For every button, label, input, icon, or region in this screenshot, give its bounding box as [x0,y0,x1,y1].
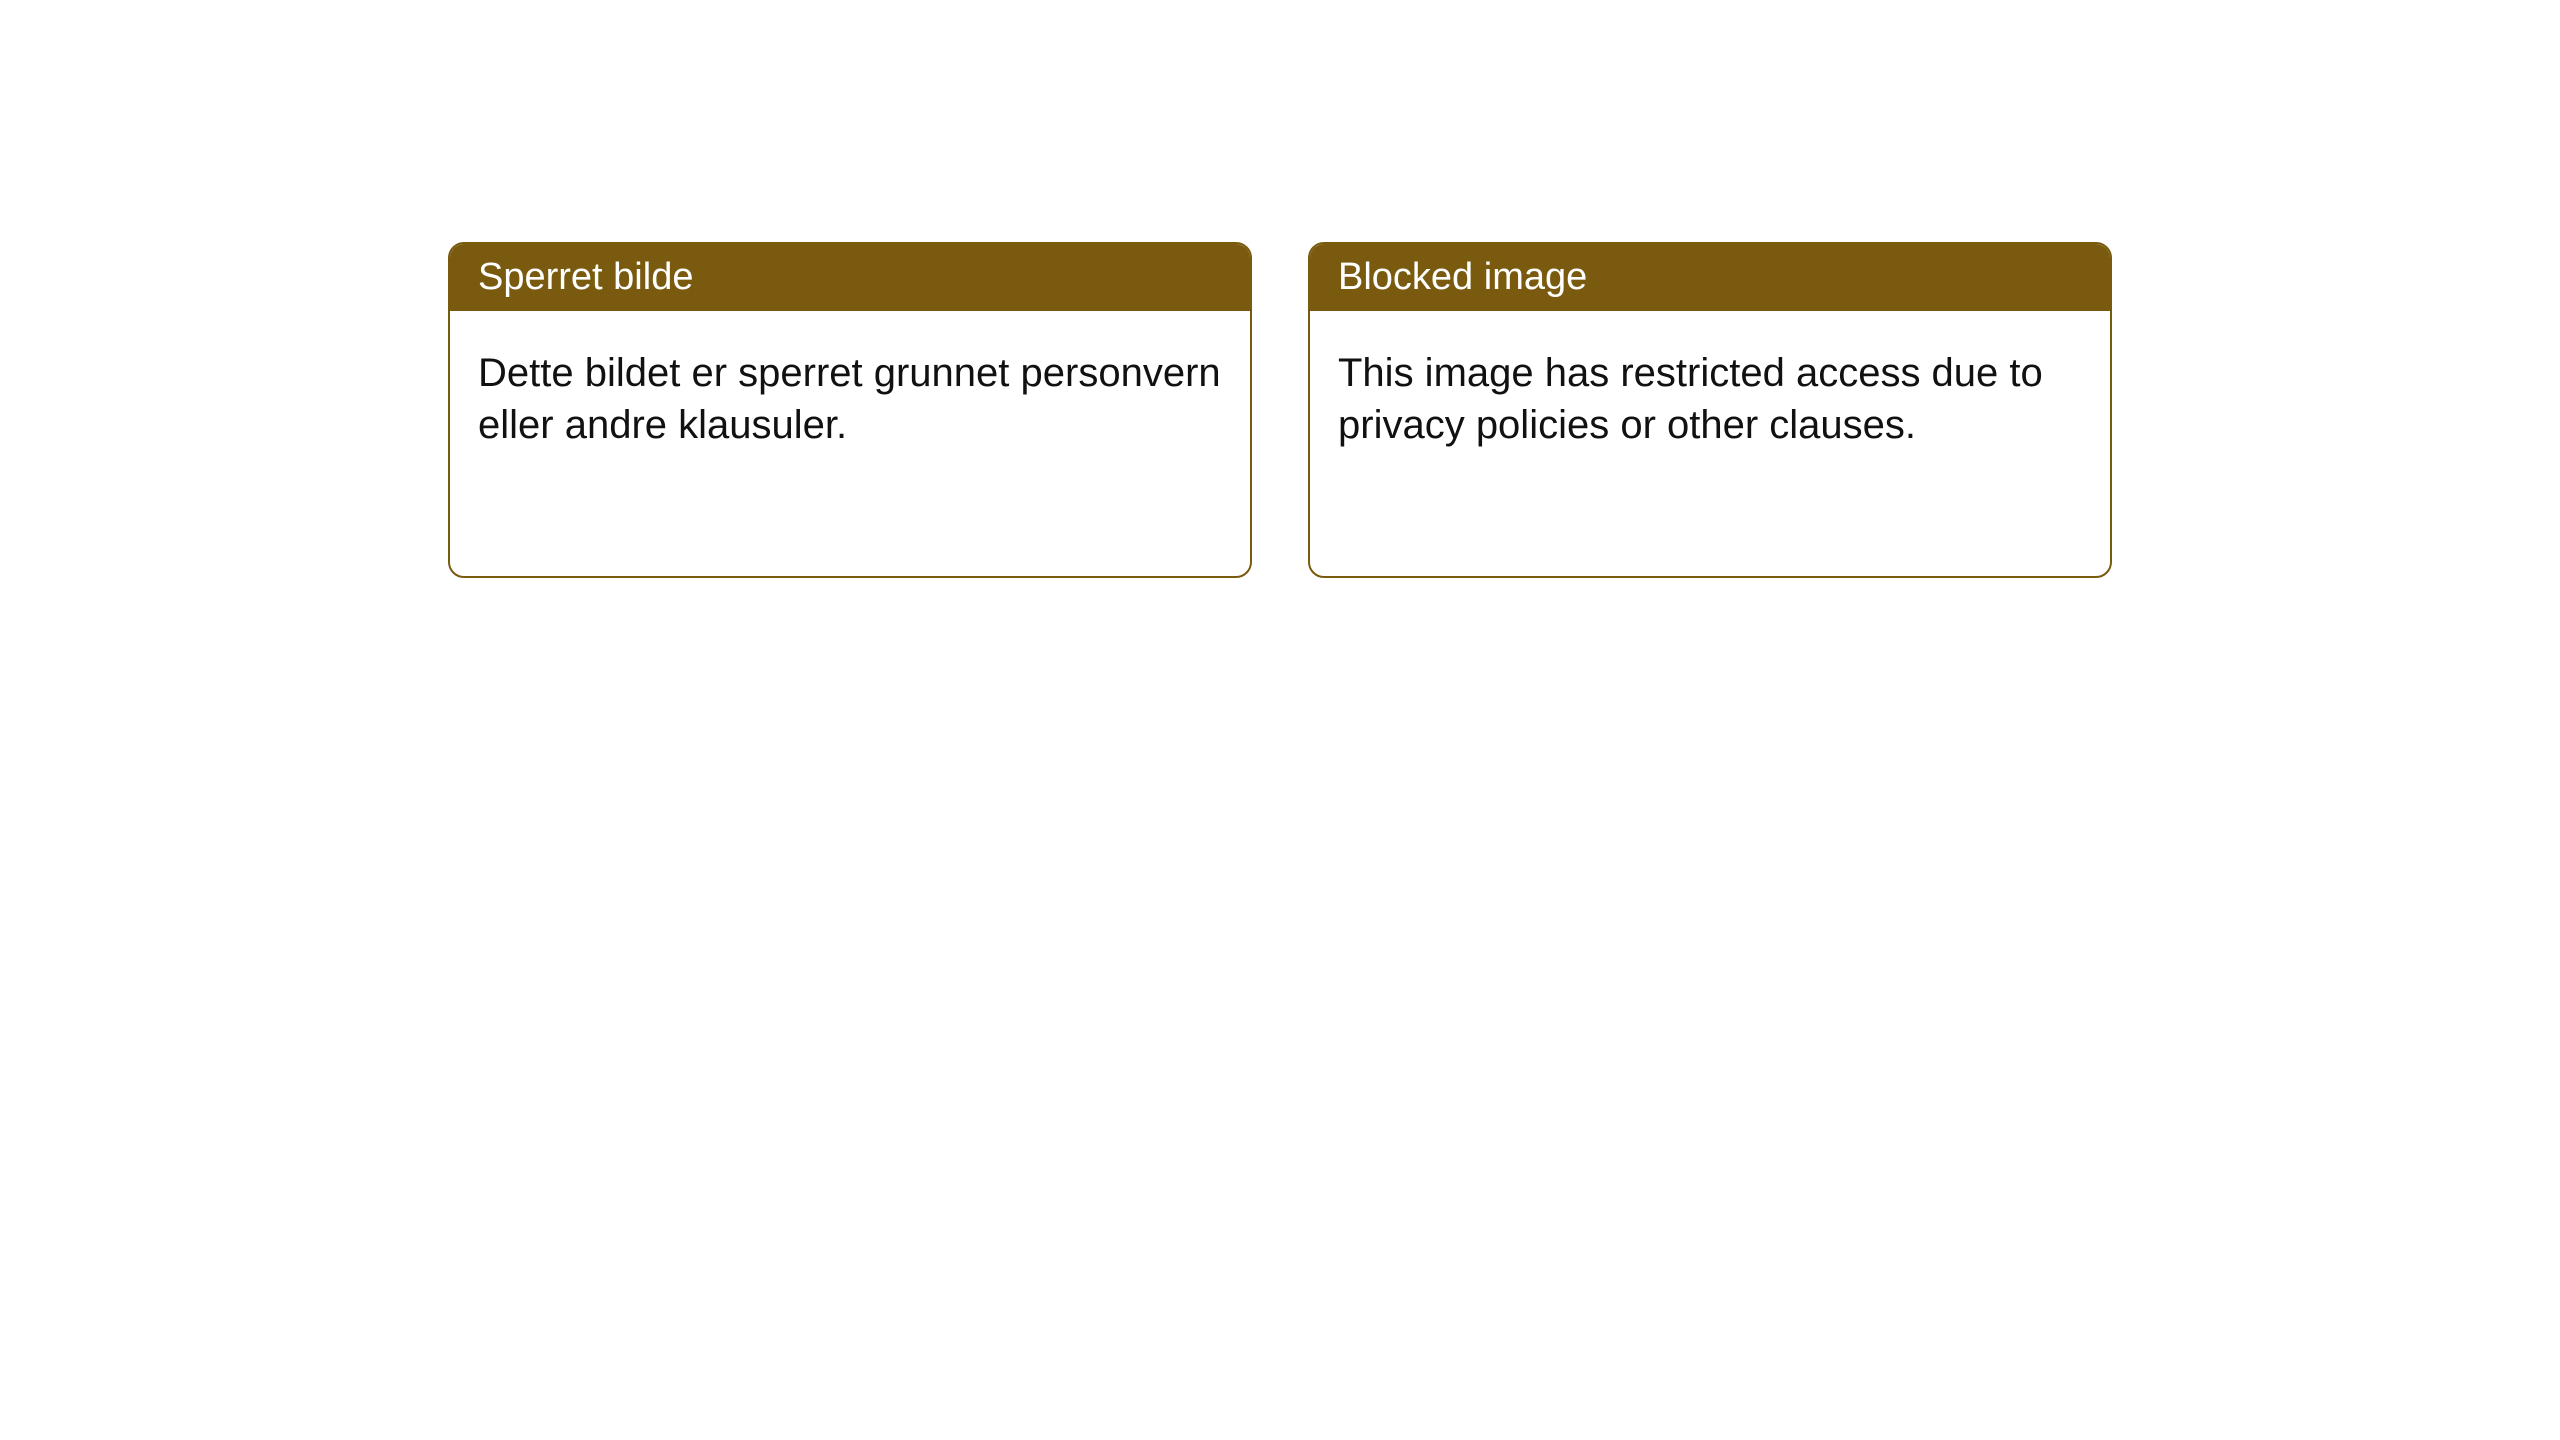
card-body-english: This image has restricted access due to … [1310,311,2110,487]
card-english: Blocked image This image has restricted … [1308,242,2112,578]
cards-container: Sperret bilde Dette bildet er sperret gr… [0,0,2560,578]
card-norwegian: Sperret bilde Dette bildet er sperret gr… [448,242,1252,578]
card-body-norwegian: Dette bildet er sperret grunnet personve… [450,311,1250,487]
card-header-norwegian: Sperret bilde [450,244,1250,311]
card-header-english: Blocked image [1310,244,2110,311]
